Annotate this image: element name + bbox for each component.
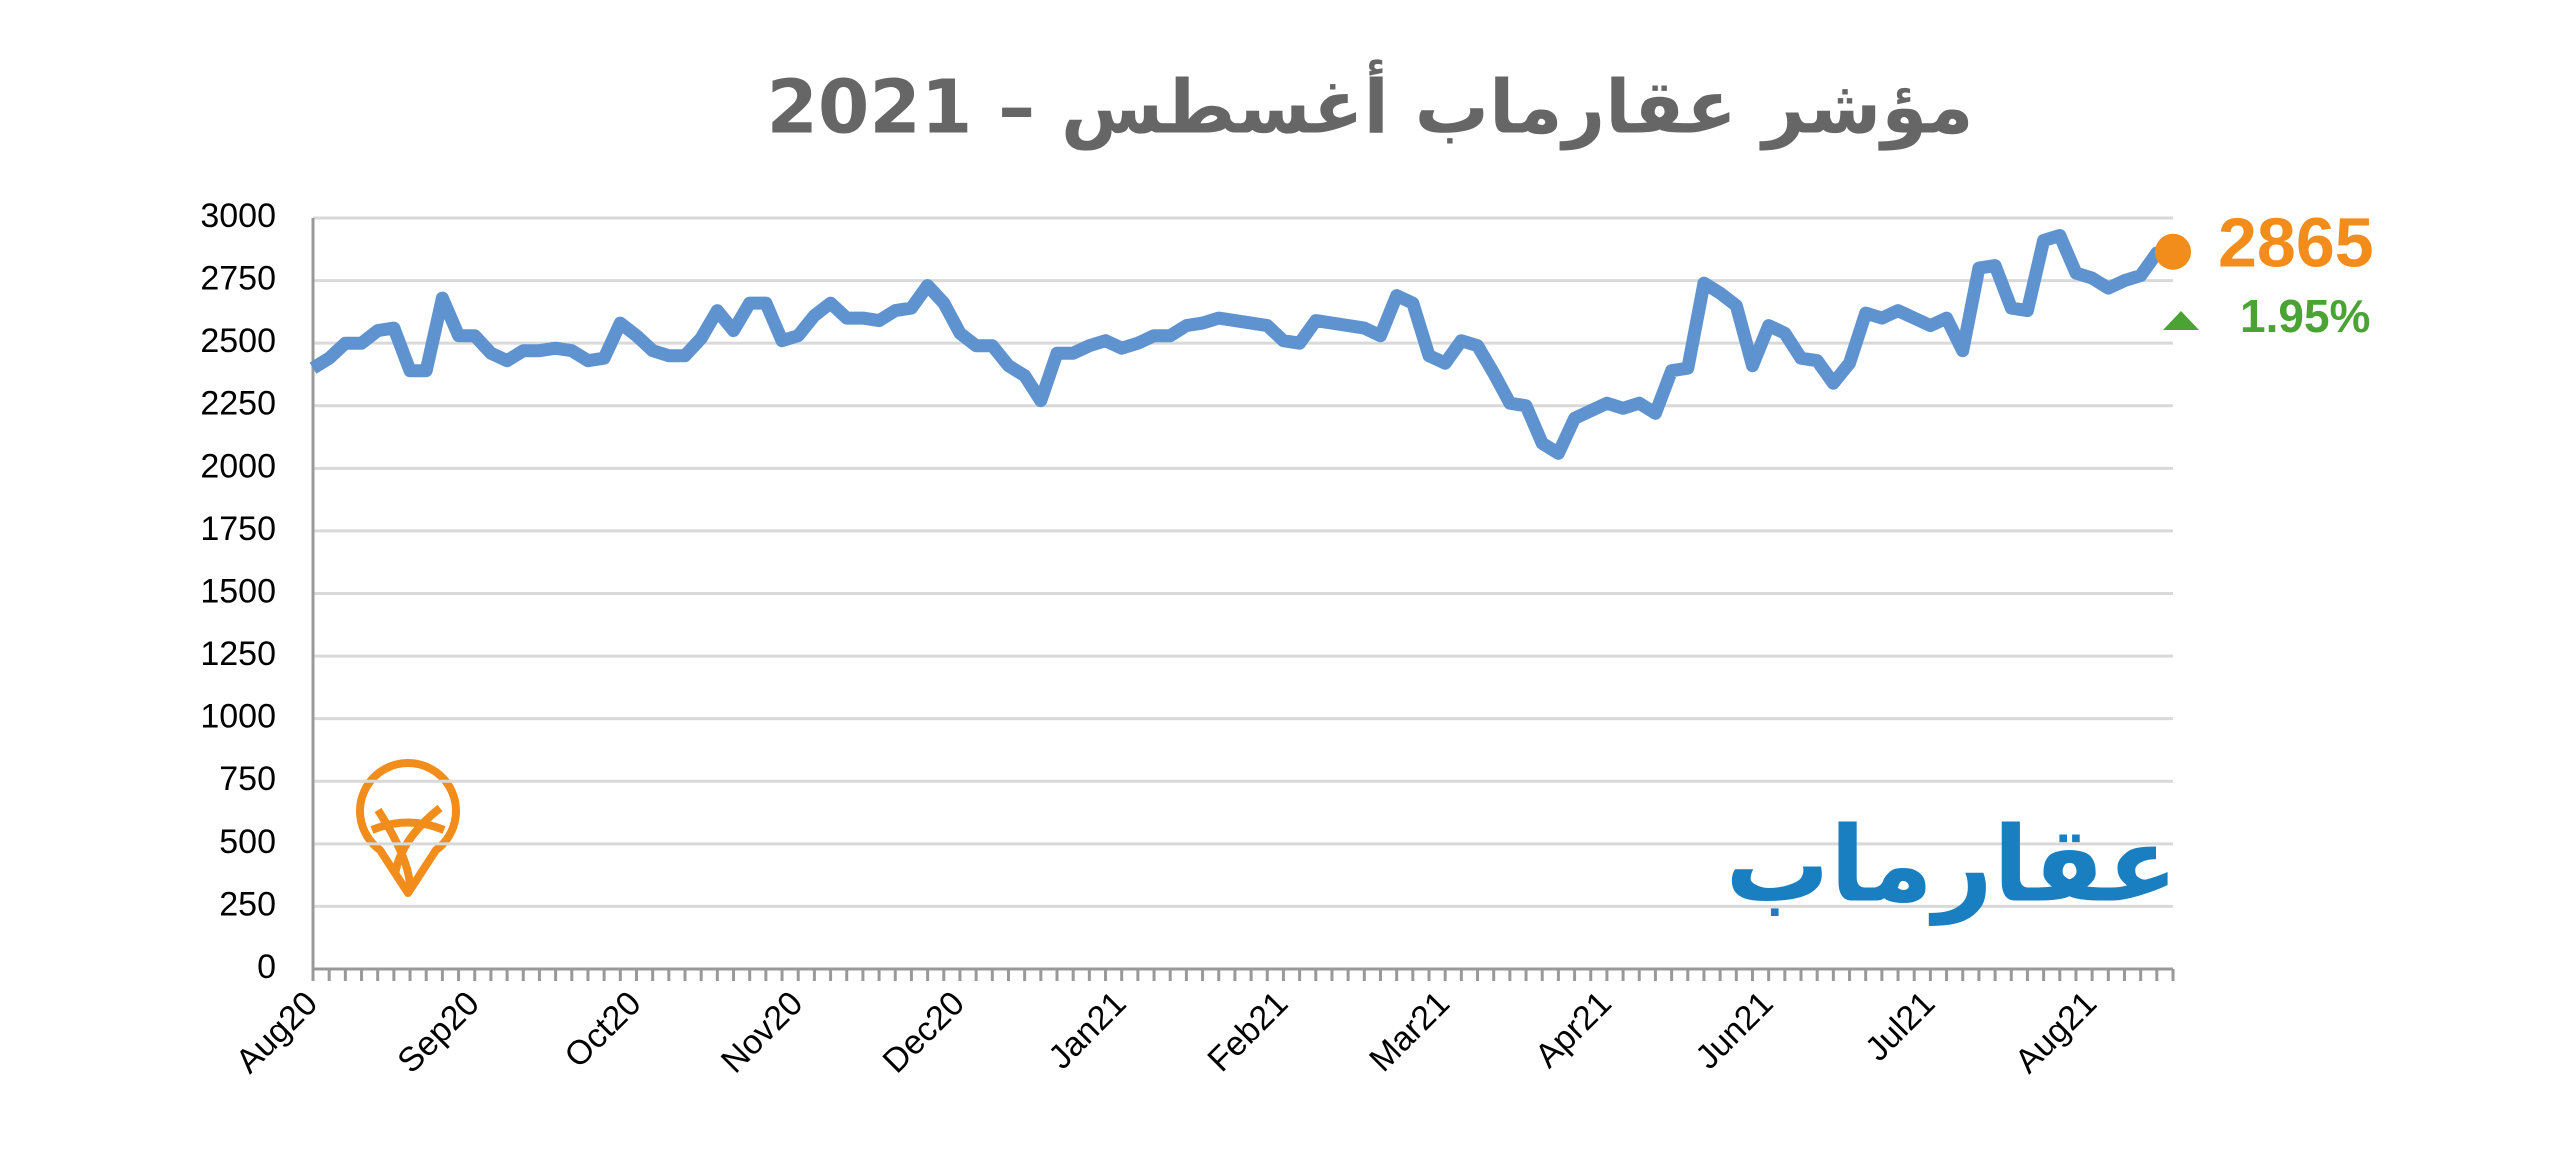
brand-logo: عقارماب [1725, 803, 2178, 925]
line-series [309, 229, 2174, 460]
x-tick-label: Oct20 [557, 984, 648, 1075]
y-tick-label: 2500 [200, 322, 276, 360]
x-tick-label: Sep20 [390, 984, 486, 1080]
x-tick-label: Jun21 [1688, 984, 1780, 1076]
y-tick-label: 2750 [200, 260, 276, 298]
y-tick-label: 3000 [200, 197, 276, 235]
y-tick-label: 750 [219, 760, 276, 798]
x-tick-label: Jul21 [1858, 984, 1942, 1068]
y-tick-label: 250 [219, 885, 276, 923]
x-tick-label: Dec20 [876, 984, 972, 1080]
latest-dot [2155, 233, 2191, 270]
change-arrow [2163, 311, 2199, 330]
y-tick-label: 2000 [200, 447, 276, 485]
pin-icon [356, 759, 460, 897]
latest-label: 2865 [2218, 203, 2374, 281]
y-tick-label: 500 [219, 823, 276, 861]
y-tick-label: 1500 [200, 572, 276, 610]
x-tick-label: Apr21 [1528, 984, 1619, 1075]
y-tick-label: 1750 [200, 510, 276, 548]
change-label: 1.95% [2240, 290, 2370, 342]
x-tick-label: Aug20 [229, 984, 325, 1080]
x-tick-label: Feb21 [1200, 984, 1295, 1079]
y-tick-label: 1250 [200, 635, 276, 673]
y-tick-label: 2250 [200, 385, 276, 423]
y-tick-label: 1000 [200, 698, 276, 736]
x-tick-label: Mar21 [1362, 984, 1457, 1079]
x-tick-label: Aug21 [2008, 984, 2104, 1080]
chart-title: مؤشر عقارماب أغسطس – 2021 [766, 59, 1973, 152]
x-tick-label: Nov20 [714, 984, 810, 1080]
y-tick-label: 0 [257, 948, 276, 986]
x-tick-label: Jan21 [1041, 984, 1133, 1076]
